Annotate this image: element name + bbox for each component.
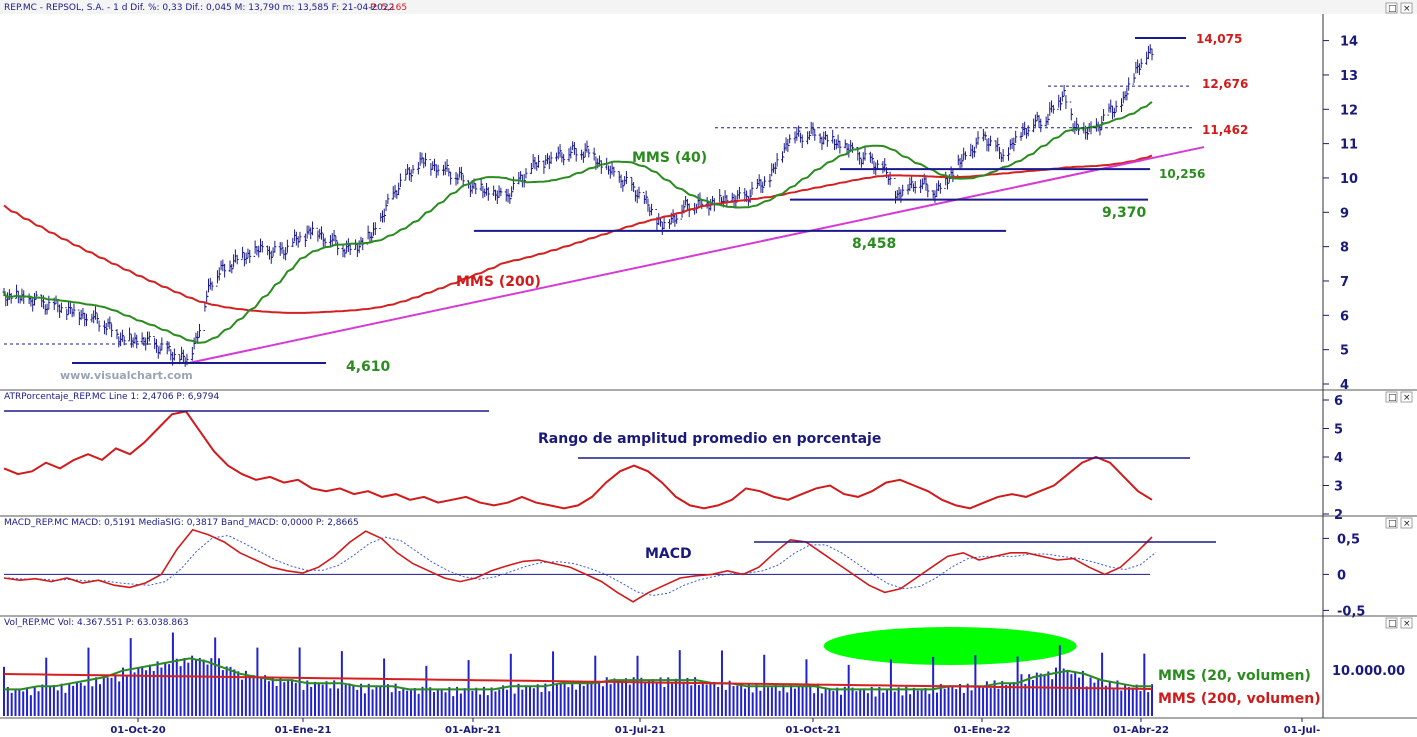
- ma200-line: [3, 154, 1153, 314]
- xtick-label: 01-Jul-: [1284, 725, 1320, 736]
- macd-signal-line: [7, 534, 1157, 597]
- volume-bars: [3, 627, 1153, 716]
- axes: 4 5 6 7 8 9 10 11 12 13 14 2 3 4 5 6 0,5 0 -0,5 10.000.00 01…: [110, 35, 1405, 736]
- price-ytick-label: 5: [1340, 344, 1349, 359]
- vol-ma200-line: [3, 673, 1153, 690]
- ma40-line: [3, 101, 1153, 344]
- macd-ytick-label: -0,5: [1337, 604, 1365, 619]
- ma40-label: MMS (40): [632, 150, 707, 166]
- svg-text:×: ×: [1403, 519, 1411, 529]
- level-label-4610: 4,610: [346, 359, 391, 375]
- level-label-14075: 14,075: [1196, 32, 1242, 46]
- level-label-11462: 11,462: [1202, 123, 1248, 137]
- atr-ytick-label: 4: [1334, 451, 1343, 466]
- panel-frames: [0, 10, 1417, 719]
- atr-line: [3, 410, 1153, 510]
- atr-ytick-label: 5: [1334, 423, 1343, 438]
- svg-text:□: □: [1388, 519, 1397, 529]
- level-label-9370: 9,370: [1102, 205, 1147, 221]
- volume-header: Vol_REP.MC Vol: 4.367.551 P: 63.038.863: [4, 618, 189, 628]
- price-ytick-label: 10: [1340, 172, 1358, 187]
- svg-text:□: □: [1388, 393, 1397, 403]
- watermark: www.visualchart.com: [60, 369, 193, 382]
- atr-ytick-label: 2: [1334, 508, 1343, 523]
- macd-plot: [3, 528, 1216, 603]
- atr-header: ATRPorcentaje_REP.MC Line 1: 2,4706 P: 6…: [4, 392, 220, 402]
- trendline: [186, 146, 1205, 365]
- price-ytick-label: 13: [1340, 69, 1358, 84]
- price-header-bar: [0, 0, 1417, 14]
- price-ytick-label: 4: [1340, 378, 1349, 393]
- volume-panel-buttons[interactable]: □ ×: [1385, 617, 1413, 629]
- price-ytick-label: 7: [1340, 275, 1349, 290]
- macd-line: [3, 528, 1153, 603]
- xtick-label: 01-Jul-21: [615, 725, 665, 736]
- svg-text:×: ×: [1403, 619, 1411, 629]
- vol-ma200-label: MMS (200, volumen): [1158, 691, 1321, 707]
- atr-ytick-label: 6: [1334, 394, 1343, 409]
- svg-text:□: □: [1388, 619, 1397, 629]
- price-header-extra: P: 5,165: [370, 3, 407, 13]
- atr-annotation: Rango de amplitud promedio en porcentaje: [538, 431, 881, 447]
- vol-ma20-label: MMS (20, volumen): [1158, 668, 1311, 684]
- xtick-label: 01-Oct-21: [785, 725, 840, 736]
- level-label-12676: 12,676: [1202, 77, 1248, 91]
- atr-panel-buttons[interactable]: □ ×: [1385, 391, 1413, 403]
- atr-ytick-label: 3: [1334, 480, 1343, 495]
- price-panel-buttons[interactable]: □ ×: [1385, 2, 1413, 14]
- price-ytick-label: 9: [1340, 206, 1349, 221]
- macd-ytick-label: 0: [1337, 568, 1346, 583]
- xtick-label: 01-Abr-22: [1113, 725, 1169, 736]
- svg-text:×: ×: [1403, 4, 1411, 14]
- xtick-label: 01-Ene-21: [275, 725, 332, 736]
- price-ytick-label: 14: [1340, 35, 1358, 50]
- svg-text:□: □: [1388, 4, 1397, 14]
- macd-annotation: MACD: [645, 546, 692, 562]
- macd-ytick-label: 0,5: [1337, 532, 1360, 547]
- macd-panel-buttons[interactable]: □ ×: [1385, 517, 1413, 529]
- macd-header: MACD_REP.MC MACD: 0,5191 MediaSIG: 0,381…: [4, 518, 359, 528]
- xtick-label: 01-Ene-22: [954, 725, 1011, 736]
- atr-plot: [3, 410, 1190, 510]
- level-label-10256: 10,256: [1159, 167, 1205, 181]
- volume-highlight: [823, 627, 1077, 665]
- price-ytick-label: 12: [1340, 103, 1358, 118]
- ma200-label: MMS (200): [456, 274, 541, 290]
- xtick-label: 01-Oct-20: [110, 725, 165, 736]
- price-ytick-label: 11: [1340, 138, 1358, 153]
- close-icon: [1400, 2, 1413, 14]
- xtick-label: 01-Abr-21: [445, 725, 501, 736]
- volume-ytick-label: 10.000.00: [1332, 664, 1405, 679]
- level-label-8458: 8,458: [852, 236, 896, 252]
- price-ytick-label: 8: [1340, 241, 1349, 256]
- price-ytick-label: 6: [1340, 309, 1349, 324]
- price-header: REP.MC - REPSOL, S.A. - 1 d Dif. %: 0,33…: [4, 3, 394, 13]
- price-plot: [2, 37, 1205, 367]
- svg-text:×: ×: [1403, 393, 1411, 403]
